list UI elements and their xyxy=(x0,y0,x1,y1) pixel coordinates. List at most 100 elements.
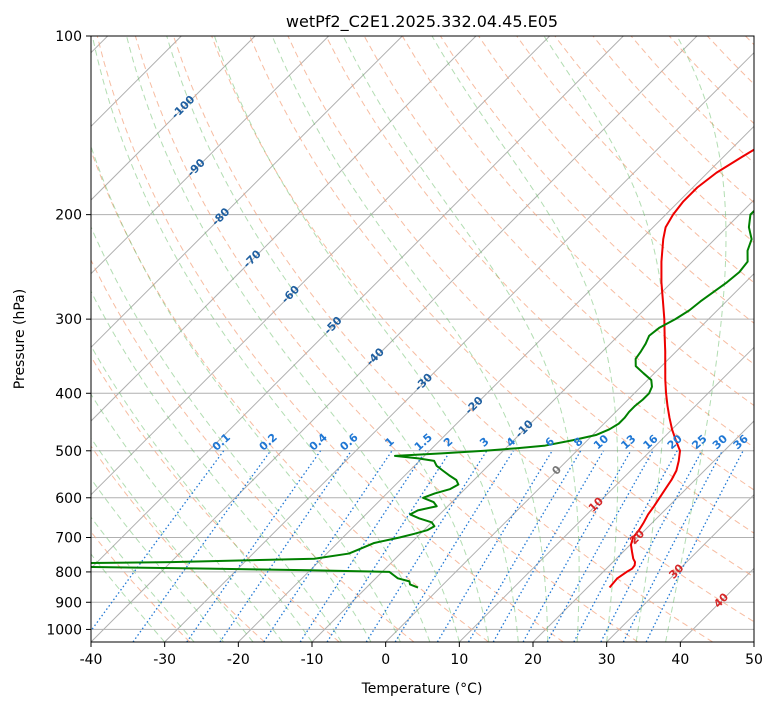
dry-adiabat xyxy=(249,36,754,578)
x-tick-label: 10 xyxy=(450,652,468,668)
mixing-ratio-line xyxy=(263,450,393,642)
x-axis-title: Temperature (°C) xyxy=(361,681,483,697)
y-tick-label: 100 xyxy=(55,29,82,45)
isotherm-line xyxy=(458,346,754,642)
y-tick-label: 1000 xyxy=(46,622,82,638)
dry-adiabat xyxy=(745,36,754,46)
moist-adiabat xyxy=(271,36,549,642)
isotherm-line xyxy=(385,272,754,642)
mixing-ratio-line xyxy=(132,450,272,642)
moist-adiabat xyxy=(91,437,254,642)
mixing-ratio-label: 1.5 xyxy=(412,431,435,454)
dry-adiabat xyxy=(325,36,754,491)
y-axis-title: Pressure (hPa) xyxy=(12,289,28,389)
isotherm-line xyxy=(311,199,754,642)
isotherm-line xyxy=(91,36,403,349)
x-tick-label: 20 xyxy=(524,652,542,668)
dry-adiabat xyxy=(134,36,639,642)
mixing-ratio-label: 16 xyxy=(641,432,661,452)
moist-adiabat xyxy=(166,36,490,642)
isotherm-line xyxy=(237,125,754,642)
dry-adiabat xyxy=(516,36,754,284)
mixing-ratio-label: 3 xyxy=(477,435,491,450)
moist-adiabat xyxy=(213,36,519,642)
dry-adiabat xyxy=(592,36,754,204)
isotherm-line xyxy=(679,567,754,642)
dry-adiabat xyxy=(91,445,265,642)
mixing-ratio-line xyxy=(645,450,744,642)
x-tick-label: -10 xyxy=(301,652,324,668)
y-tick-label: 600 xyxy=(55,491,82,507)
mixing-ratio-line xyxy=(186,450,322,642)
mixing-ratio-label: 0.2 xyxy=(257,431,280,454)
chart-title: wetPf2_C2E1.2025.332.04.45.E05 xyxy=(286,12,558,32)
x-tick-label: -30 xyxy=(153,652,176,668)
mixing-ratio-line xyxy=(365,450,488,642)
y-axis: 100 200 300 400 500 600 700 800 900 1000 xyxy=(46,29,91,638)
isotherm-line xyxy=(91,36,624,570)
mixing-ratio-line xyxy=(299,450,427,642)
dry-adiabat xyxy=(96,36,564,642)
isotherm-line xyxy=(91,36,551,496)
y-tick-label: 300 xyxy=(55,312,82,328)
isotherm-line xyxy=(164,51,754,642)
moist-adiabat xyxy=(91,225,372,642)
mixing-ratio-line xyxy=(600,450,703,642)
profile-line xyxy=(608,148,754,589)
isotherm-line xyxy=(91,36,256,201)
plot-area: 0.1 0.2 0.4 0.6 1 1.5 2 3 4 6 8 10 13 16 20 25 30 36-100-… xyxy=(91,36,754,642)
dry-adiabat xyxy=(706,36,754,85)
moist-adiabat xyxy=(126,36,460,642)
moist-adiabat xyxy=(91,516,195,642)
x-tick-label: -40 xyxy=(80,652,103,668)
mixing-ratio-line xyxy=(573,450,678,642)
mixing-ratio-label: 20 xyxy=(665,432,685,452)
mixing-ratio-line xyxy=(546,450,654,642)
x-tick-label: 50 xyxy=(745,652,763,668)
mixing-ratio-line xyxy=(91,450,225,632)
moist-adiabat xyxy=(543,36,667,642)
moist-adiabat xyxy=(91,290,342,642)
x-tick-label: 0 xyxy=(381,652,390,668)
moist-adiabat xyxy=(91,553,166,642)
isotherm-line xyxy=(753,641,754,642)
mixing-ratio-label: 0.4 xyxy=(307,431,330,454)
isotherm-line xyxy=(91,36,698,642)
y-tick-label: 700 xyxy=(55,531,82,547)
mixing-ratio-label: 30 xyxy=(710,432,730,452)
profile-line xyxy=(91,209,754,589)
mixing-ratio-label: 0.6 xyxy=(337,431,360,454)
mixing-ratio-label: 6 xyxy=(543,435,558,450)
mixing-ratio-label: 13 xyxy=(618,432,638,452)
dry-adiabat xyxy=(91,258,415,642)
mixing-ratio-line xyxy=(467,450,582,642)
dry-adiabat xyxy=(287,36,754,534)
moist-adiabat xyxy=(91,36,431,642)
mixing-ratio-label: 0.1 xyxy=(210,431,233,454)
mixing-ratio-line xyxy=(219,450,352,642)
x-tick-label: -20 xyxy=(227,652,250,668)
isotherm-line xyxy=(532,420,754,642)
moist-adiabat xyxy=(665,36,727,642)
moist-adiabat xyxy=(342,36,580,642)
dry-adiabat xyxy=(91,355,340,642)
dry-adiabat xyxy=(211,36,754,623)
y-tick-label: 500 xyxy=(55,444,82,460)
dry-adiabat xyxy=(91,149,489,642)
moist-adiabat xyxy=(431,36,619,642)
dry-adiabat xyxy=(478,36,754,324)
isotherm-line xyxy=(606,493,754,642)
mixing-ratio-line xyxy=(326,450,452,642)
plot-frame xyxy=(90,35,755,643)
isotherm-line xyxy=(91,36,477,422)
mixing-ratio-line xyxy=(522,450,632,642)
x-tick-label: 40 xyxy=(671,652,689,668)
y-tick-label: 800 xyxy=(55,565,82,581)
dry-adiabat xyxy=(91,531,191,642)
x-tick-label: 30 xyxy=(598,652,616,668)
plot-clip-group xyxy=(91,36,754,642)
dry-adiabat xyxy=(173,36,714,642)
moist-adiabat xyxy=(91,477,224,642)
dry-adiabat xyxy=(668,36,754,125)
